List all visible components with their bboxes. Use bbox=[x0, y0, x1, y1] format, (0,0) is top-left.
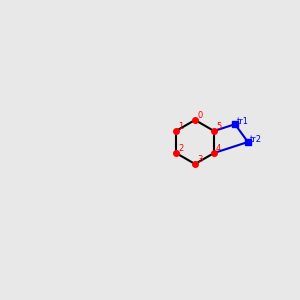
Text: tr1: tr1 bbox=[237, 117, 249, 126]
Text: 0: 0 bbox=[197, 111, 202, 120]
Text: 3: 3 bbox=[197, 155, 203, 164]
Text: 5: 5 bbox=[216, 122, 221, 131]
Text: 1: 1 bbox=[178, 122, 183, 131]
Text: tr2: tr2 bbox=[250, 135, 262, 144]
Text: 4: 4 bbox=[216, 144, 221, 153]
Text: 2: 2 bbox=[178, 144, 183, 153]
